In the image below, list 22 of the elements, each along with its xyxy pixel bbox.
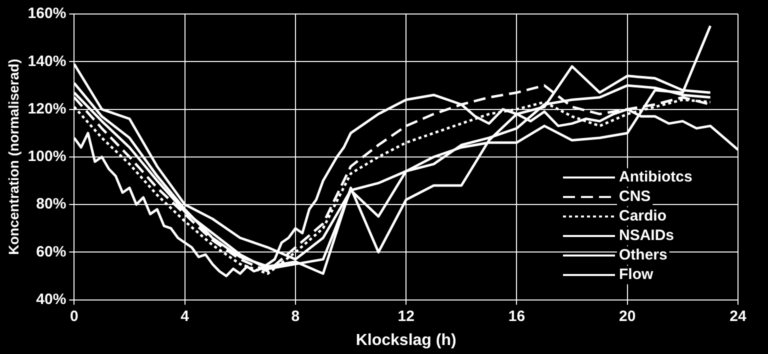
legend-label: NSAIDs (619, 227, 674, 244)
y-tick-label: 120% (28, 100, 66, 118)
x-tick-label: 24 (730, 308, 747, 325)
legend-label: Antibiotcs (619, 168, 692, 186)
x-tick-label: 12 (398, 308, 414, 325)
x-tick-label: 4 (180, 308, 190, 325)
y-tick-label: 40% (36, 290, 66, 308)
legend-label: Flow (619, 266, 654, 284)
x-tick-label: 8 (291, 308, 300, 325)
x-tick-label: 0 (70, 308, 78, 325)
legend-label: Others (619, 246, 668, 264)
y-axis-title: Koncentration (normaliserad) (5, 58, 22, 255)
y-tick-label: 140% (28, 52, 66, 70)
x-tick-label: 16 (508, 308, 526, 325)
y-tick-label: 100% (28, 148, 66, 166)
x-axis-title: Klockslag (h) (356, 332, 456, 349)
y-tick-label: 60% (36, 243, 66, 260)
x-tick-label: 20 (619, 308, 636, 325)
legend-label: CNS (619, 188, 651, 206)
legend-label: Cardio (619, 208, 667, 225)
y-tick-label: 160% (28, 5, 66, 22)
y-tick-label: 80% (36, 196, 66, 213)
